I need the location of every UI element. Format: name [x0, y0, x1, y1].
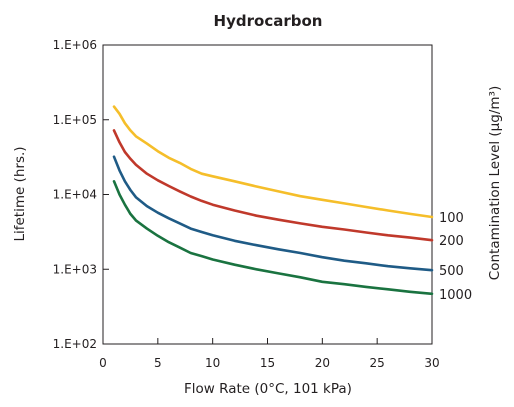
y-tick-label: 1.E+02 [53, 337, 97, 351]
plot-frame [102, 44, 433, 345]
y-tick-label: 1.E+04 [53, 188, 97, 202]
series-labels: 100 200 500 1000 [439, 211, 472, 303]
x-tick-label: 30 [424, 356, 439, 370]
x-tick-label: 20 [315, 356, 330, 370]
chart-title: Hydrocarbon [214, 12, 323, 30]
x-tick-label: 0 [99, 356, 107, 370]
y-tick-label: 1.E+05 [53, 113, 97, 127]
series-label-100: 100 [439, 211, 464, 226]
x-tick-label: 25 [370, 356, 385, 370]
y-axis: 1.E+02 1.E+03 1.E+04 1.E+05 1.E+06 [53, 38, 109, 351]
series-label-500: 500 [439, 264, 464, 279]
series-label-1000: 1000 [439, 288, 472, 303]
y-axis-label: Lifetime (hrs.) [12, 146, 28, 241]
x-axis: 0 5 10 15 20 25 30 [99, 338, 440, 370]
x-tick-label: 10 [205, 356, 220, 370]
series-line-500 [112, 155, 434, 272]
contamination-level-label: Contamination Level (µg/m³) [487, 86, 503, 280]
x-tick-label: 15 [260, 356, 275, 370]
series-lines [112, 105, 434, 296]
x-tick-label: 5 [154, 356, 162, 370]
x-axis-label: Flow Rate (0°C, 101 kPa) [184, 381, 352, 397]
y-tick-label: 1.E+03 [53, 262, 97, 276]
series-line-1000 [112, 180, 434, 296]
series-label-200: 200 [439, 234, 464, 249]
series-line-100 [112, 105, 434, 219]
series-line-200 [112, 129, 434, 242]
y-tick-label: 1.E+06 [53, 38, 97, 52]
